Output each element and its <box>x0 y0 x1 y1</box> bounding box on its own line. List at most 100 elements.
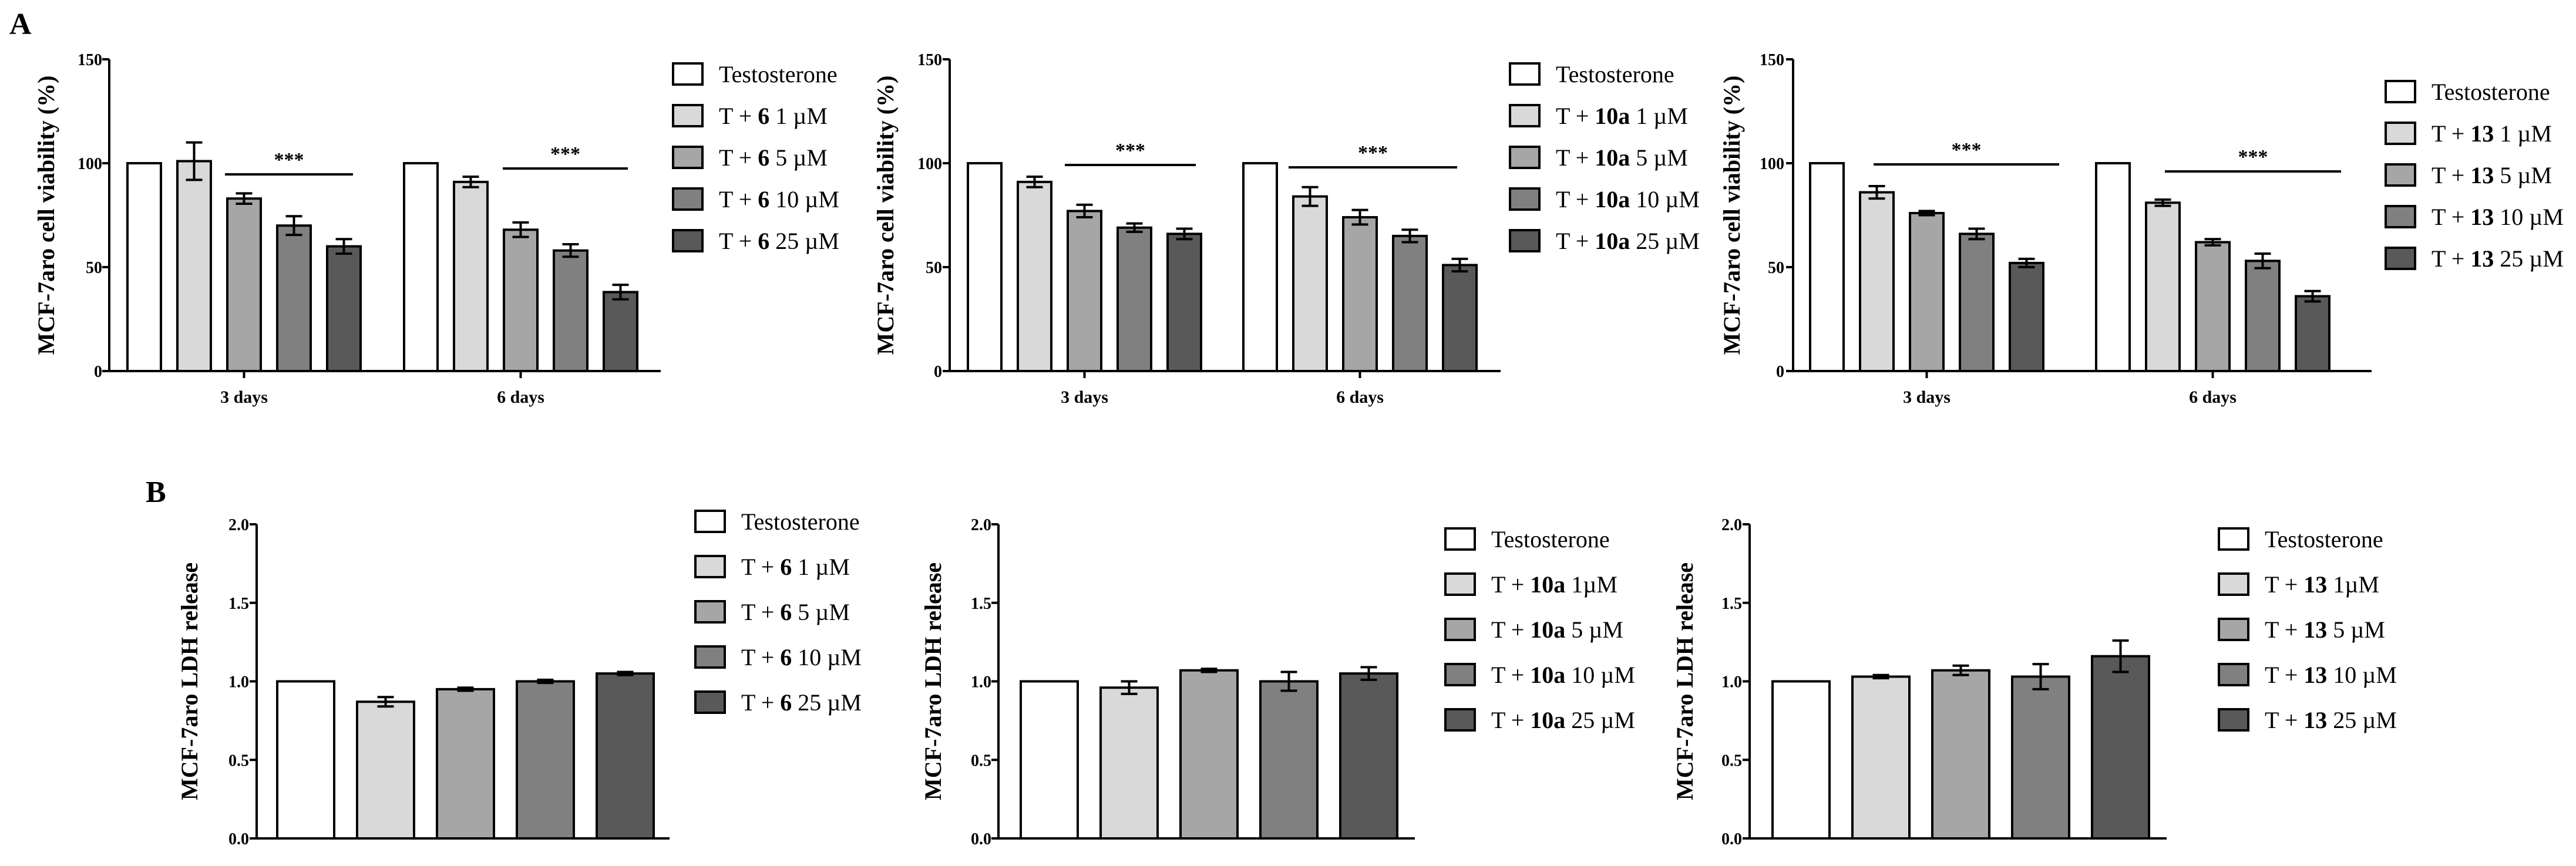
y-tick-label: 2.0 <box>971 516 991 534</box>
bar <box>2011 675 2070 840</box>
legend-swatch <box>694 555 726 578</box>
y-tick-label: 1.0 <box>1721 673 1742 692</box>
legend-label: Testosterone <box>1491 526 1610 552</box>
y-axis-label: MCF-7aro LDH release <box>920 562 946 800</box>
bar <box>276 680 335 840</box>
y-tick-label: 0.5 <box>228 752 249 770</box>
legend-swatch <box>1444 527 1476 551</box>
legend-label: T + 10a 1µM <box>1491 571 1617 598</box>
y-tick-label: 0 <box>94 363 102 381</box>
bar <box>2295 295 2330 372</box>
legend: Testosterone T + 10a 1µM T + 10a 5 µM T + 1… <box>1444 526 1635 733</box>
bar <box>1166 232 1202 372</box>
bar <box>436 688 495 840</box>
y-tick-label: 1.0 <box>971 673 991 692</box>
y-tick-label: 0.5 <box>1721 752 1742 770</box>
bar <box>503 228 539 372</box>
bar <box>596 672 655 840</box>
y-tick-label: 150 <box>917 51 942 69</box>
bar <box>1099 686 1159 840</box>
bar <box>2091 655 2150 840</box>
y-tick-label: 1.0 <box>228 673 249 692</box>
bar <box>553 249 588 372</box>
legend-swatch <box>1509 104 1541 127</box>
bar <box>226 197 262 372</box>
bar <box>1442 264 1478 372</box>
y-tick-label: 150 <box>1760 51 1784 69</box>
bar <box>1067 210 1102 372</box>
bar <box>516 680 575 840</box>
legend-label: T + 6 1 µM <box>741 554 850 580</box>
legend-label: T + 6 5 µM <box>719 144 828 171</box>
legend-label: T + 10a 5 µM <box>1491 616 1623 643</box>
legend-swatch <box>1444 708 1476 732</box>
legend-swatch <box>1444 618 1476 641</box>
legend-label: T + 13 1µM <box>2265 571 2379 598</box>
legend-label: T + 10a 10 µM <box>1491 662 1635 688</box>
y-tick-label: 0.0 <box>971 830 991 848</box>
y-tick-label: 0.0 <box>228 830 249 848</box>
bar <box>1771 680 1831 840</box>
legend-label: T + 13 1 µM <box>2432 120 2552 147</box>
legend: Testosterone T + 13 1µM T + 13 5 µM T + 13 … <box>2218 526 2397 733</box>
bar <box>1017 180 1052 372</box>
legend-swatch <box>2218 708 2249 732</box>
y-axis-label: MCF-7aro LDH release <box>1672 562 1698 800</box>
legend-label: Testosterone <box>741 508 860 535</box>
legend: Testosterone T + 6 1 µM T + 6 5 µM T + 6 10… <box>672 61 839 254</box>
panel-label-b: B <box>146 476 166 509</box>
legend-swatch <box>672 187 704 211</box>
bar <box>326 245 362 372</box>
bar <box>1259 680 1319 840</box>
significance-label: *** <box>1358 142 1388 164</box>
chart-4: 0.0 0.5 1.0 1.5 2.0 MCF-7aro LDH release Testo… <box>176 508 862 848</box>
legend-swatch <box>1444 572 1476 596</box>
legend-swatch <box>672 62 704 86</box>
significance-label: *** <box>2238 146 2268 168</box>
x-tick-label: 3 days <box>1061 387 1108 407</box>
y-tick-label: 100 <box>1760 155 1784 173</box>
y-tick-label: 50 <box>86 259 102 277</box>
bar <box>1392 234 1428 372</box>
chart-5: 0.0 0.5 1.0 1.5 2.0 MCF-7aro LDH release Testo… <box>920 516 1635 848</box>
legend-swatch <box>2218 618 2249 641</box>
legend-label: T + 6 25 µM <box>719 228 839 254</box>
x-tick-label: 6 days <box>2189 387 2237 407</box>
legend-swatch <box>1509 146 1541 169</box>
y-axis-label: MCF-7aro cell viability (%) <box>872 76 899 355</box>
legend-label: T + 6 25 µM <box>741 689 862 716</box>
y-tick-label: 100 <box>917 155 942 173</box>
legend-label: T + 10a 5 µM <box>1556 144 1688 171</box>
legend-swatch <box>672 229 704 252</box>
legend-label: T + 10a 25 µM <box>1491 707 1635 733</box>
x-tick-label: 3 days <box>220 387 268 407</box>
x-tick-label: 6 days <box>1336 387 1384 407</box>
bar <box>1931 669 1990 840</box>
bar <box>1909 211 1945 372</box>
bar <box>176 160 212 372</box>
chart-6: 0.0 0.5 1.0 1.5 2.0 MCF-7aro LDH release Testo… <box>1672 516 2397 848</box>
legend-label: Testosterone <box>1556 61 1674 87</box>
bar <box>276 224 312 373</box>
y-tick-label: 50 <box>926 259 942 277</box>
legend-label: Testosterone <box>2265 526 2383 552</box>
legend-swatch <box>672 104 704 127</box>
legend-swatch <box>2218 527 2249 551</box>
significance-label: *** <box>274 149 304 171</box>
y-tick-label: 0.5 <box>971 752 991 770</box>
significance-label: *** <box>1115 140 1145 161</box>
bar <box>2009 261 2044 373</box>
significance-label: *** <box>1952 139 1982 161</box>
legend-label: T + 10a 1 µM <box>1556 103 1688 129</box>
legend-swatch <box>1509 62 1541 86</box>
legend-label: T + 10a 10 µM <box>1556 186 1700 213</box>
y-tick-label: 1.5 <box>228 595 249 613</box>
legend-label: T + 6 10 µM <box>719 186 839 213</box>
legend-label: T + 13 5 µM <box>2265 616 2385 643</box>
legend: Testosterone T + 6 1 µM T + 6 5 µM T + 6 10… <box>694 508 862 716</box>
bar <box>1020 680 1079 840</box>
legend-label: T + 13 10 µM <box>2432 204 2564 230</box>
chart-3: 0 50 100 150 MCF-7aro cell viability (%) 3 da… <box>1719 51 2564 407</box>
legend-swatch <box>2385 205 2416 228</box>
